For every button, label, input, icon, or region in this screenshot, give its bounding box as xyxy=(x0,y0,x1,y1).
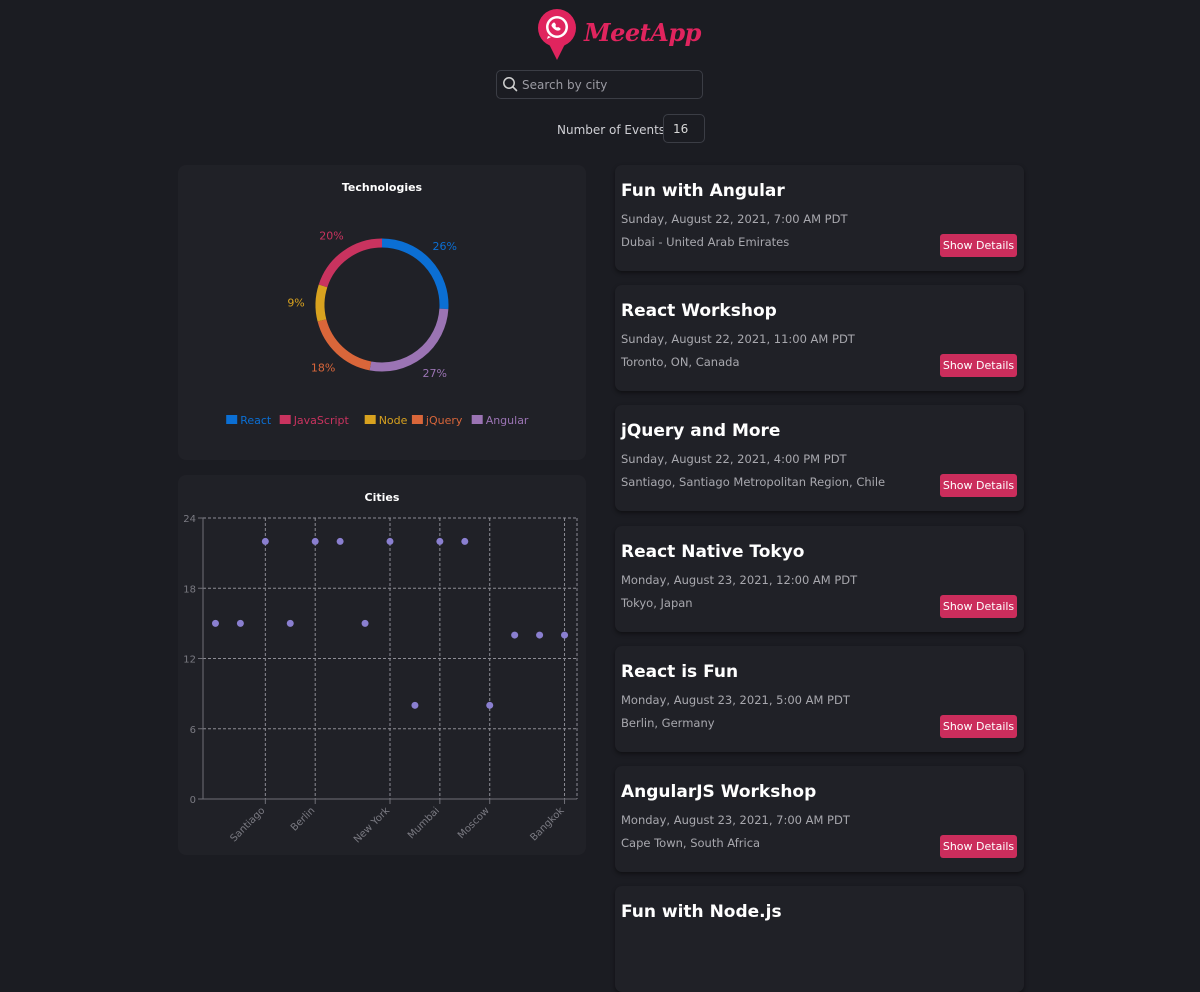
show-details-button[interactable]: Show Details xyxy=(940,595,1017,618)
app-brand-name: MeetApp xyxy=(584,18,701,47)
search-icon xyxy=(503,77,518,92)
event-title: React is Fun xyxy=(621,662,739,682)
scatter-point xyxy=(211,619,219,627)
cities-chart-panel: Cities 0 6 12 18 24 Santiago Berlin New York Mum… xyxy=(178,475,586,855)
chat-pin-icon xyxy=(538,9,576,60)
search-input[interactable] xyxy=(522,76,697,94)
event-card: Fun with Node.js xyxy=(615,886,1024,992)
event-card: React Workshop Sunday, August 22, 2021, … xyxy=(615,285,1024,391)
city-search[interactable] xyxy=(496,70,703,99)
app-logo: MeetApp xyxy=(536,8,701,62)
scatter-point xyxy=(286,619,294,627)
event-date: Monday, August 23, 2021, 7:00 AM PDT xyxy=(621,813,850,827)
scatter-point xyxy=(461,537,469,545)
scatter-point xyxy=(511,631,519,639)
event-title: React Workshop xyxy=(621,301,777,321)
scatter-point xyxy=(436,537,444,545)
pie-slice-label: 18% xyxy=(311,362,335,375)
event-date: Sunday, August 22, 2021, 4:00 PM PDT xyxy=(621,452,847,466)
y-tick-label: 12 xyxy=(183,655,196,666)
pie-slice-node xyxy=(315,284,328,322)
event-title: React Native Tokyo xyxy=(621,542,805,562)
event-date: Monday, August 23, 2021, 5:00 AM PDT xyxy=(621,693,850,707)
scatter-point xyxy=(561,631,569,639)
event-location: Santiago, Santiago Metropolitan Region, … xyxy=(621,475,886,489)
show-details-button[interactable]: Show Details xyxy=(940,234,1017,257)
legend-swatch xyxy=(471,415,483,424)
pie-slice-angular xyxy=(369,308,449,372)
scatter-point xyxy=(411,701,419,709)
technologies-pie-chart: 26% 27% 18% 9% 20% React JavaScript Node jQuery A… xyxy=(226,229,529,427)
event-title: jQuery and More xyxy=(621,421,781,441)
legend-swatch xyxy=(364,415,376,424)
technologies-chart-panel: Technologies 26% 27% 18% 9% 20% React JavaScri… xyxy=(178,165,586,460)
pie-slice-label: 9% xyxy=(287,296,304,309)
x-tick-label: New York xyxy=(352,805,392,845)
pie-slice-label: 27% xyxy=(422,367,446,380)
legend-label: Node xyxy=(379,414,408,427)
event-location: Cape Town, South Africa xyxy=(621,836,761,850)
event-card: Fun with Angular Sunday, August 22, 2021… xyxy=(615,165,1024,271)
event-card: React is Fun Monday, August 23, 2021, 5:… xyxy=(615,646,1024,752)
legend-label: Angular xyxy=(486,414,529,427)
event-location: Toronto, ON, Canada xyxy=(621,355,740,369)
legend-label: JavaScript xyxy=(293,414,350,427)
scatter-point xyxy=(261,537,269,545)
y-tick-label: 18 xyxy=(183,584,196,595)
event-card: AngularJS Workshop Monday, August 23, 20… xyxy=(615,766,1024,872)
technologies-chart-title: Technologies xyxy=(341,181,423,194)
legend-swatch xyxy=(226,415,238,424)
show-details-button[interactable]: Show Details xyxy=(940,835,1017,858)
x-tick-label: Santiago xyxy=(228,805,267,844)
y-tick-label: 24 xyxy=(183,514,196,525)
legend-swatch xyxy=(279,415,291,424)
cities-scatter-chart: 0 6 12 18 24 Santiago Berlin New York Mumbai Mosc… xyxy=(183,514,578,846)
show-details-button[interactable]: Show Details xyxy=(940,354,1017,377)
event-location: Tokyo, Japan xyxy=(621,596,693,610)
pie-slice-label: 20% xyxy=(319,229,343,242)
event-title: Fun with Node.js xyxy=(621,902,782,922)
pie-slice-javascript xyxy=(318,238,383,288)
scatter-point xyxy=(486,701,494,709)
event-date: Sunday, August 22, 2021, 11:00 AM PDT xyxy=(621,332,855,346)
scatter-point xyxy=(311,537,319,545)
scatter-point xyxy=(336,537,344,545)
event-card: React Native Tokyo Monday, August 23, 20… xyxy=(615,526,1024,632)
number-of-events-label: Number of Events xyxy=(557,123,666,137)
pie-slice-react xyxy=(381,238,449,310)
x-tick-label: Bangkok xyxy=(528,805,566,843)
event-title: Fun with Angular xyxy=(621,181,785,201)
legend-label: jQuery xyxy=(425,414,463,427)
event-card: jQuery and More Sunday, August 22, 2021,… xyxy=(615,405,1024,511)
show-details-button[interactable]: Show Details xyxy=(940,715,1017,738)
scatter-point xyxy=(236,619,244,627)
event-title: AngularJS Workshop xyxy=(621,782,817,802)
y-tick-label: 0 xyxy=(190,795,196,806)
event-date: Sunday, August 22, 2021, 7:00 AM PDT xyxy=(621,212,848,226)
x-tick-label: Mumbai xyxy=(406,805,442,841)
cities-chart-title: Cities xyxy=(364,491,400,504)
scatter-point xyxy=(361,619,369,627)
legend-label: React xyxy=(240,414,272,427)
event-location: Berlin, Germany xyxy=(621,716,715,730)
scatter-point xyxy=(386,537,394,545)
legend-swatch xyxy=(411,415,423,424)
scatter-point xyxy=(536,631,544,639)
x-tick-label: Moscow xyxy=(456,805,492,841)
y-tick-label: 6 xyxy=(190,725,196,736)
event-date: Monday, August 23, 2021, 12:00 AM PDT xyxy=(621,573,858,587)
x-tick-label: Berlin xyxy=(289,805,317,833)
show-details-button[interactable]: Show Details xyxy=(940,474,1017,497)
pie-slice-jquery xyxy=(317,319,372,371)
number-of-events-input[interactable] xyxy=(663,114,705,143)
pie-slice-label: 26% xyxy=(432,240,456,253)
event-location: Dubai - United Arab Emirates xyxy=(621,235,790,249)
